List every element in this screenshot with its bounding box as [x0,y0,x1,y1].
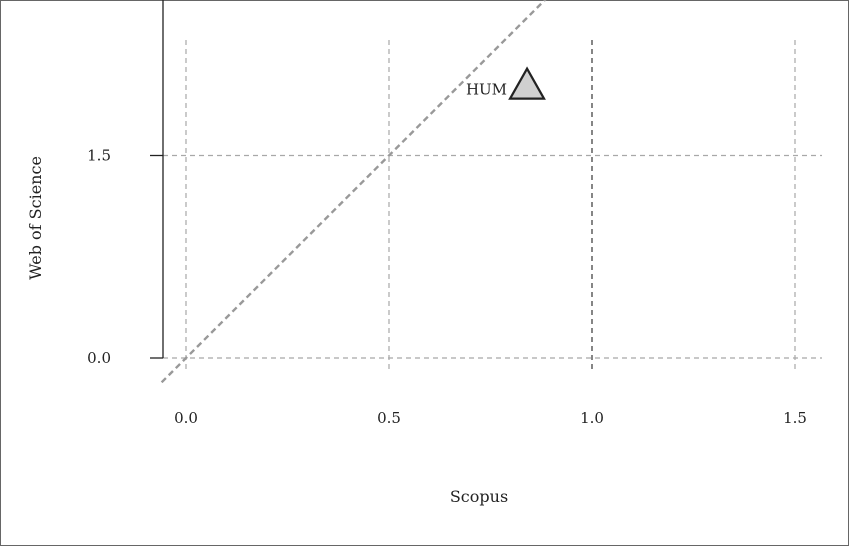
y-axis: 0.01.51.01.5 [87,0,164,367]
reference-lines [160,0,593,384]
point-label: HUM [466,81,507,99]
x-tick-label: 0.5 [377,409,401,427]
diagonal-line [160,0,547,384]
point-label: ENGI [699,0,741,2]
x-tick-label: 0.0 [174,409,198,427]
x-tick-label: 1.5 [783,409,807,427]
x-tick-labels: 0.0 0.5 1.0 1.5 [174,409,807,427]
x-tick-label: 1.0 [580,409,604,427]
triangle-marker [508,66,546,100]
data-points: NATMEDSOCAGRIENGIHUM [466,0,741,100]
y-tick-label: 0.0 [87,349,111,367]
y-axis-title: Web of Science [26,156,45,280]
x-axis-title: Scopus [450,487,508,506]
y-tick-label: 1.5 [87,147,111,165]
grid-lines [163,40,822,372]
